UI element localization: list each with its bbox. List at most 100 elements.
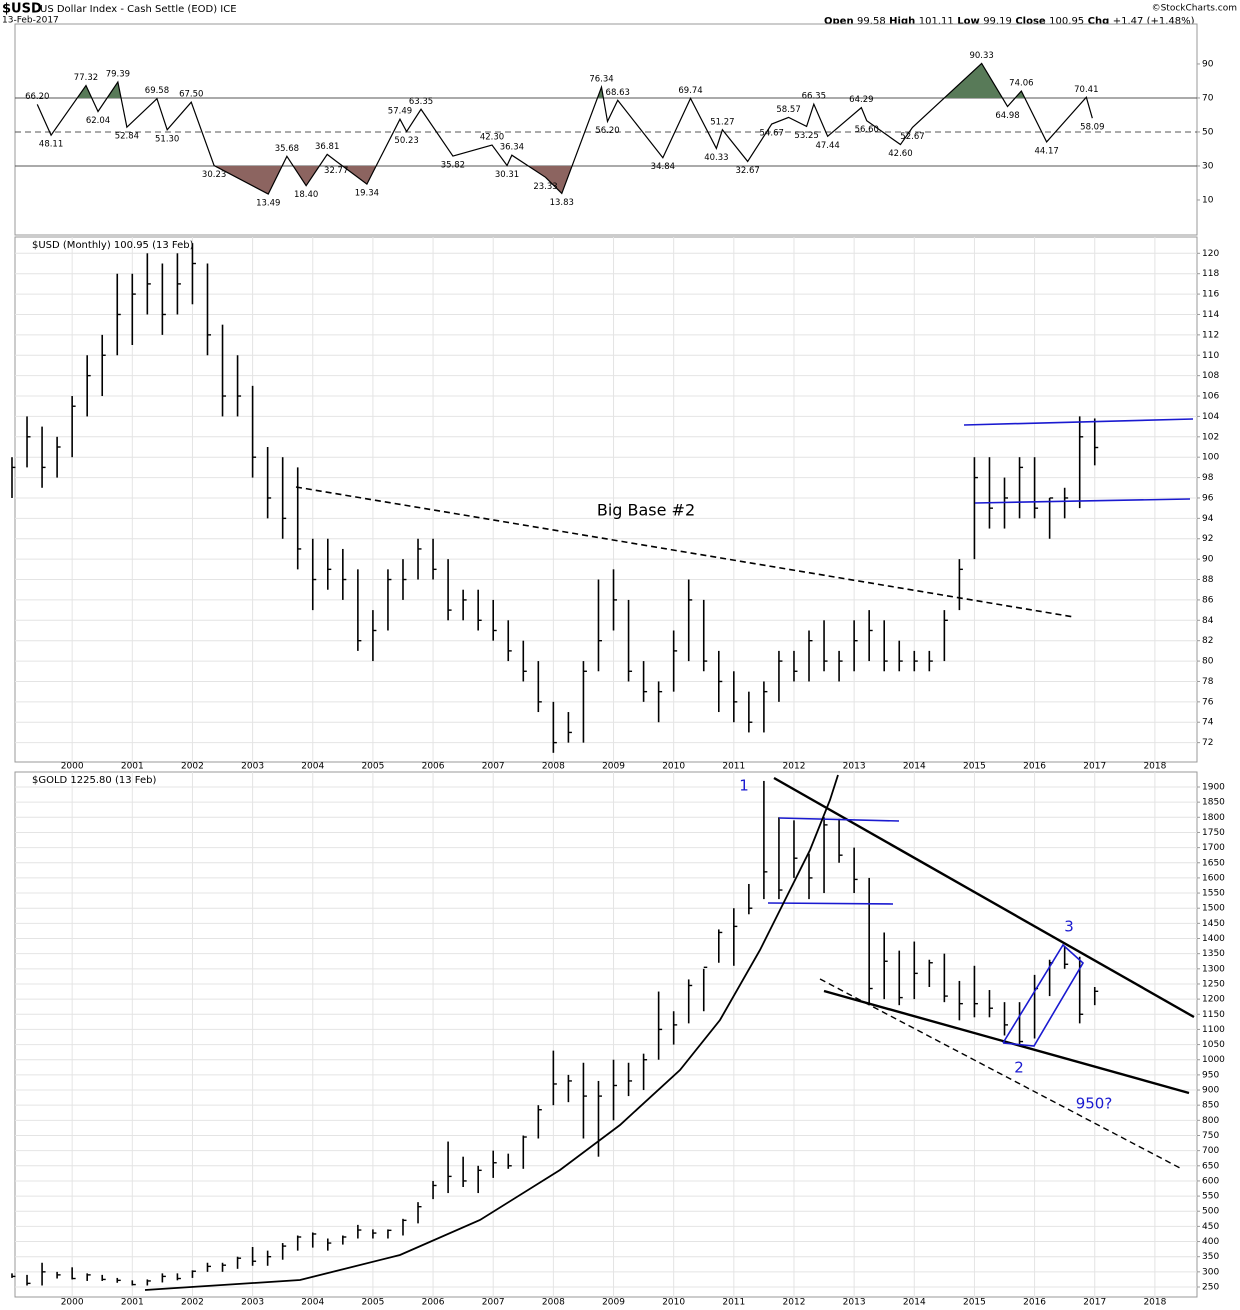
x-tick-label: 2005 <box>361 762 384 772</box>
data-label: 42.30 <box>480 133 504 143</box>
quote-value: 99.58 <box>857 16 886 27</box>
data-label: 13.49 <box>256 199 280 209</box>
data-label: 51.27 <box>710 117 734 127</box>
y-tick-label: 94 <box>1202 514 1214 524</box>
y-tick-label: 120 <box>1202 249 1219 259</box>
y-tick-label: 850 <box>1202 1101 1219 1111</box>
annotation: Big Base #2 <box>597 501 695 520</box>
x-tick-label: 2003 <box>241 1298 264 1308</box>
data-label: 64.29 <box>849 95 873 105</box>
flag <box>1002 943 1085 1047</box>
x-tick-label: 2005 <box>361 1298 384 1308</box>
data-label: 18.40 <box>294 190 318 200</box>
data-label: 30.23 <box>202 170 226 180</box>
rsi-line <box>36 62 1093 195</box>
data-label: 36.81 <box>315 142 339 152</box>
y-tick-label: 98 <box>1202 473 1214 483</box>
y-tick-label: 650 <box>1202 1161 1219 1171</box>
y-tick-label: 108 <box>1202 371 1219 381</box>
y-tick-label: 350 <box>1202 1252 1219 1262</box>
trend-line <box>773 776 1195 1019</box>
y-tick-label: 90 <box>1202 59 1214 69</box>
y-tick-label: 1650 <box>1202 858 1225 868</box>
data-label: 66.35 <box>802 92 826 102</box>
y-tick-label: 86 <box>1202 595 1214 605</box>
panel-title: $USD (Monthly) 100.95 (13 Feb) <box>32 240 194 251</box>
x-tick-label: 2011 <box>722 762 745 772</box>
x-tick-label: 2000 <box>61 762 84 772</box>
range-line <box>778 817 900 822</box>
y-tick-label: 600 <box>1202 1176 1219 1186</box>
x-tick-label: 2010 <box>662 1298 685 1308</box>
annotation: 3 <box>1064 918 1074 936</box>
x-tick-label: 2013 <box>843 1298 866 1308</box>
x-tick-label: 2006 <box>422 762 445 772</box>
y-tick-label: 114 <box>1202 310 1219 320</box>
y-tick-label: 1450 <box>1202 919 1225 929</box>
x-tick-label: 2004 <box>301 1298 324 1308</box>
y-tick-label: 118 <box>1202 269 1219 279</box>
x-tick-label: 2015 <box>963 1298 986 1308</box>
y-tick-label: 82 <box>1202 636 1213 646</box>
y-tick-label: 1350 <box>1202 949 1225 959</box>
quote-label: Close <box>1015 16 1046 27</box>
date: 13-Feb-2017 <box>2 16 59 26</box>
data-label: 44.17 <box>1034 146 1058 156</box>
data-label: 52.84 <box>115 132 139 142</box>
data-label: 63.35 <box>409 97 433 107</box>
y-tick-label: 1550 <box>1202 889 1225 899</box>
x-tick-label: 2015 <box>963 762 986 772</box>
y-tick-label: 1900 <box>1202 783 1225 793</box>
x-tick-label: 2004 <box>301 762 324 772</box>
data-label: 56.20 <box>595 126 619 136</box>
y-tick-label: 110 <box>1202 351 1219 361</box>
data-label: 68.63 <box>606 88 630 98</box>
y-tick-label: 70 <box>1202 93 1214 103</box>
annotation: 1 <box>739 777 749 795</box>
x-tick-label: 2006 <box>422 1298 445 1308</box>
x-tick-label: 2001 <box>121 762 144 772</box>
x-tick-label: 2014 <box>903 762 926 772</box>
y-tick-label: 1100 <box>1202 1025 1225 1035</box>
x-tick-label: 2016 <box>1023 1298 1046 1308</box>
annotation: 2 <box>1014 1059 1024 1077</box>
y-tick-label: 1600 <box>1202 873 1225 883</box>
data-label: 79.39 <box>106 69 130 79</box>
source: ©StockCharts.com <box>1152 4 1237 14</box>
trend-line <box>823 989 1190 1095</box>
y-tick-label: 76 <box>1202 697 1214 707</box>
data-label: 19.34 <box>355 189 379 199</box>
y-tick-label: 104 <box>1202 412 1219 422</box>
y-tick-label: 1200 <box>1202 995 1225 1005</box>
y-tick-label: 92 <box>1202 534 1213 544</box>
quote-value: 100.95 <box>1049 16 1084 27</box>
y-tick-label: 100 <box>1202 453 1219 463</box>
y-tick-label: 80 <box>1202 657 1214 667</box>
x-tick-label: 2012 <box>783 1298 806 1308</box>
data-label: 42.60 <box>888 149 912 159</box>
x-tick-label: 2012 <box>783 762 806 772</box>
data-label: 77.32 <box>74 73 98 83</box>
data-label: 90.33 <box>969 51 993 61</box>
data-label: 52.67 <box>900 132 924 142</box>
data-label: 23.33 <box>533 182 557 192</box>
x-tick-label: 2018 <box>1143 1298 1166 1308</box>
data-label: 32.67 <box>735 166 759 176</box>
data-label: 66.20 <box>25 92 49 102</box>
x-tick-label: 2011 <box>722 1298 745 1308</box>
quote-value: 101.11 <box>919 16 954 27</box>
rsi-panel <box>14 23 1198 236</box>
range-line <box>767 902 894 905</box>
y-tick-label: 90 <box>1202 555 1214 565</box>
overbought-fill <box>37 63 1093 98</box>
y-tick-label: 30 <box>1202 161 1214 171</box>
x-tick-label: 2016 <box>1023 762 1046 772</box>
y-tick-label: 1800 <box>1202 813 1225 823</box>
y-tick-label: 102 <box>1202 432 1219 442</box>
y-tick-label: 700 <box>1202 1146 1219 1156</box>
plot-layer: 10 30 50 70 90 66.20 48.11 77.32 62.04 79.39 52.84… <box>11 51 1225 1308</box>
data-label: 48.11 <box>39 140 63 150</box>
y-tick-label: 400 <box>1202 1237 1219 1247</box>
y-tick-label: 750 <box>1202 1131 1219 1141</box>
data-label: 64.98 <box>995 111 1019 121</box>
